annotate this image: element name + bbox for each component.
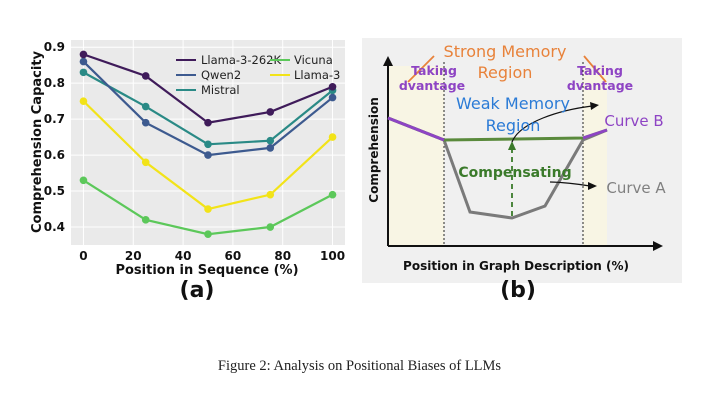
data-point-mistral (266, 136, 275, 145)
data-point-llama-3-262k (141, 72, 150, 80)
data-point-mistral (141, 102, 150, 111)
panel-a-y-ticks: 0.4 0.5 0.6 0.7 0.8 0.9 (44, 40, 65, 234)
data-point-llama-3 (204, 205, 212, 213)
panel-a-legend: Llama-3-262K Qwen2 Mistral Vicuna Llama-… (176, 53, 340, 97)
data-point-qwen2 (266, 144, 275, 152)
panel-a: 0.4 0.5 0.6 0.7 0.8 0.9 0 20 40 60 80 100 Comprehe… (30, 40, 345, 303)
data-point-llama-3-262k (266, 108, 275, 116)
panel-a-label: (a) (180, 278, 215, 303)
panel-b-x-axis-label: Position in Graph Description (%) (403, 259, 629, 273)
panel-b-y-axis-label: Comprehension (367, 97, 381, 202)
panel-a-lines (79, 50, 337, 239)
weak-memory-label-line2: Region (486, 116, 541, 135)
panel-a-y-tick-label: 0.4 (44, 220, 65, 234)
data-point-llama-3-262k (79, 50, 88, 59)
panel-a-x-ticks: 0 20 40 60 80 100 (79, 249, 345, 263)
data-point-llama-3 (79, 97, 88, 105)
taking-advantage-arrow (511, 105, 593, 143)
panel-a-y-tick-label: 0.8 (44, 76, 65, 90)
panel-a-x-tick-label: 0 (79, 249, 87, 263)
right-strong-region (583, 66, 607, 246)
panel-a-y-tick-label: 0.7 (44, 112, 65, 126)
panel-b-label: (b) (500, 278, 536, 303)
left-strong-region (388, 66, 444, 246)
taking-advantage-left-line2: dvantage (399, 78, 465, 93)
data-point-qwen2 (141, 118, 150, 127)
data-point-llama-3-262k (328, 82, 337, 91)
curve-b-left-accent (387, 116, 445, 142)
curve-a-label: Curve A (606, 179, 666, 197)
legend-label-vicuna: Vicuna (294, 53, 333, 67)
strong-pointer-right (583, 55, 607, 83)
taking-advantage-arrowhead (590, 102, 599, 110)
panel-b: Strong Memory Region Taking dvantage Tak… (362, 38, 682, 303)
curve-b-label: Curve B (604, 112, 663, 130)
data-point-vicuna (266, 223, 275, 231)
strong-memory-label-line1: Strong Memory (444, 42, 567, 61)
data-point-llama-3 (266, 190, 275, 199)
panel-a-x-tick-label: 40 (175, 249, 192, 263)
figure-caption: Figure 2: Analysis on Positional Biases … (217, 358, 502, 374)
data-point-vicuna (79, 176, 88, 185)
panel-b-x-axis-arrow (653, 241, 663, 251)
legend-label-qwen2: Qwen2 (201, 68, 241, 82)
curve-b-right-accent (582, 128, 608, 140)
panel-a-x-axis-label: Position in Sequence (%) (115, 263, 298, 278)
panel-a-x-tick-label: 80 (274, 249, 291, 263)
compensating-arrowhead (508, 141, 516, 150)
compensating-label: Compensating (458, 165, 571, 181)
taking-advantage-right-line1: Taking (577, 63, 623, 78)
panel-a-x-tick-label: 20 (125, 249, 142, 263)
data-point-mistral (204, 140, 212, 149)
weak-memory-label-line1: Weak Memory (456, 94, 570, 113)
panel-a-y-tick-label: 0.6 (44, 148, 65, 162)
curve-a-pointer (549, 181, 591, 187)
strong-pointer-left (407, 55, 435, 83)
data-point-vicuna (204, 230, 212, 239)
data-point-vicuna (141, 216, 150, 224)
panel-a-x-tick-label: 60 (225, 249, 242, 263)
taking-advantage-right-line2: dvantage (567, 78, 633, 93)
data-point-llama-3 (328, 133, 337, 141)
data-point-mistral (79, 68, 88, 77)
data-point-qwen2 (328, 93, 337, 102)
curve-a-pointer-head (588, 182, 597, 190)
data-point-qwen2 (79, 57, 88, 66)
legend-label-mistral: Mistral (201, 83, 240, 97)
panel-a-y-tick-label: 0.9 (44, 40, 65, 54)
panel-b-y-axis-arrow (383, 56, 393, 66)
legend-label-llama-3: Llama-3 (294, 68, 340, 82)
data-point-qwen2 (204, 151, 212, 159)
legend-label-llama-3-262k: Llama-3-262K (201, 53, 281, 67)
panel-a-y-axis-label: Comprehension Capacity (30, 50, 45, 233)
panel-a-x-tick-label: 100 (320, 249, 345, 263)
data-point-llama-3-262k (204, 118, 212, 127)
data-point-vicuna (328, 190, 337, 199)
panel-a-y-tick-label: 0.5 (44, 184, 65, 198)
data-point-llama-3 (141, 158, 150, 167)
taking-advantage-left-line1: Taking (411, 63, 457, 78)
strong-memory-label-line2: Region (478, 63, 533, 82)
